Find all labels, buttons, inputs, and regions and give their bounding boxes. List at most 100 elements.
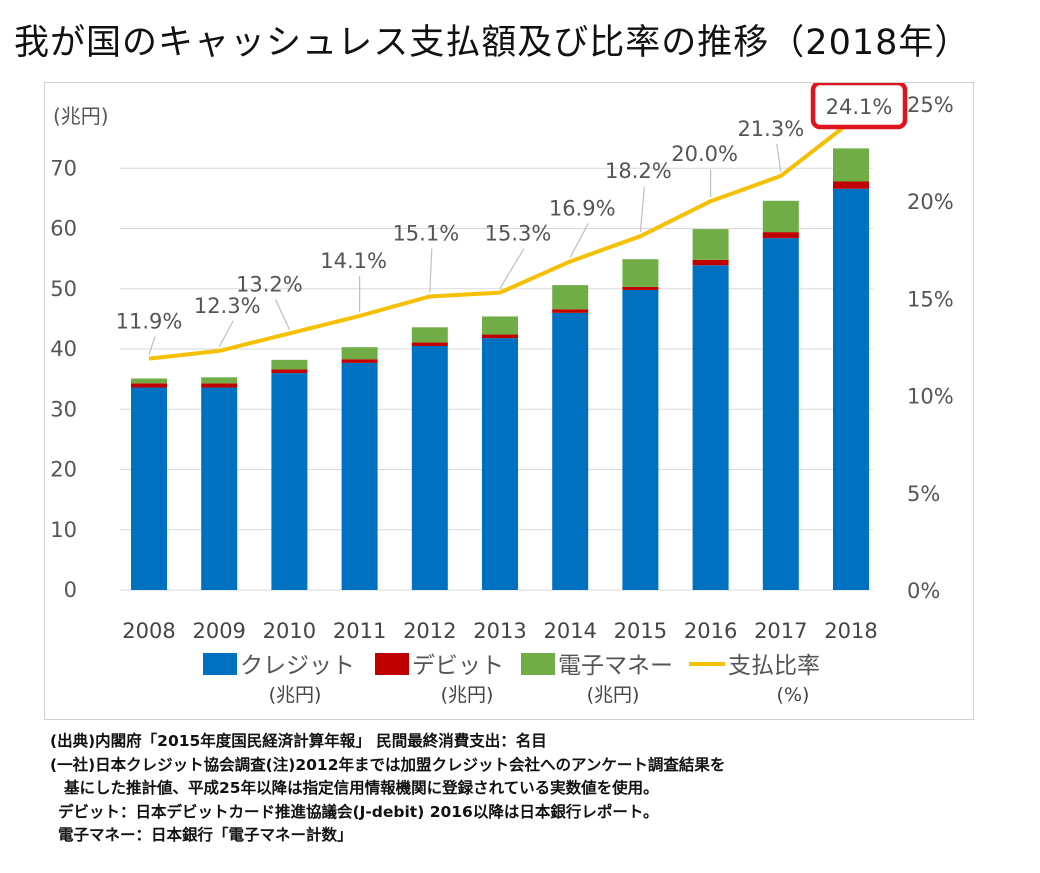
x-tick-label-2014: 2014: [543, 619, 596, 643]
x-tick-label-2017: 2017: [754, 619, 807, 643]
line-label-2012: 15.1%: [392, 221, 459, 245]
bar-emoney-2011: [341, 347, 378, 360]
line-payment-ratio: [148, 119, 853, 361]
note-credit-continued: 基にした推計値、平成25年以降は指定信用情報機関に登録されている実数値を使用。: [64, 779, 659, 797]
line-label-2018: 24.1%: [826, 95, 893, 119]
leader-line-2015: [639, 186, 645, 233]
bar-credit-2017: [762, 238, 799, 590]
line-label-2016: 20.0%: [671, 142, 738, 166]
line-label-2013: 15.3%: [485, 222, 552, 246]
line-label-2014: 16.9%: [549, 196, 616, 220]
bar-debit-2013: [482, 334, 518, 339]
legend-unit-ratio: (%): [777, 684, 810, 706]
bar-emoney-2008: [131, 378, 167, 384]
bar-emoney-2017: [762, 200, 799, 233]
y-tick-label-70: 70: [50, 156, 77, 180]
bar-credit-2010: [271, 373, 308, 590]
leader-line-2013: [499, 248, 525, 289]
x-tick-label-2012: 2012: [403, 619, 456, 643]
y2-tick-label-15: 15%: [907, 287, 954, 311]
bar-debit-2014: [552, 309, 589, 313]
x-tick-label-2009: 2009: [192, 619, 245, 643]
bar-debit-2018: [833, 181, 869, 189]
bar-debit-2010: [271, 369, 308, 374]
legend-label-debit: デビット: [412, 653, 504, 679]
leader-line-2009: [218, 320, 234, 348]
bar-emoney-2012: [411, 327, 448, 343]
legend-unit-emoney: (兆円): [587, 684, 640, 706]
bar-debit-2016: [692, 259, 729, 266]
bar-debit-2015: [622, 286, 659, 290]
legend-unit-debit: (兆円): [441, 684, 494, 706]
leader-line-2012: [429, 248, 433, 293]
y-tick-label-40: 40: [50, 337, 77, 361]
note-emoney: 電子マネー：日本銀行「電子マネー計数」: [58, 826, 353, 844]
x-tick-label-2008: 2008: [122, 619, 175, 643]
line-label-2010: 13.2%: [236, 272, 303, 296]
bar-emoney-2009: [201, 377, 238, 384]
y2-tick-label-20: 20%: [907, 190, 954, 214]
line-label-2009: 12.3%: [194, 294, 261, 318]
chart-container: 0 10 20 30 40 50 60 70 (兆円) 0% 5% 10% 15% 20% 25% 2008 2…: [44, 82, 974, 720]
x-tick-label-2013: 2013: [473, 619, 526, 643]
leader-line-2014: [569, 223, 589, 258]
note-source: (出典)内閣府「2015年度国民経済計算年報」 民間最終消費支出：名目: [50, 732, 547, 750]
bar-emoney-2018: [833, 148, 869, 182]
bar-credit-2009: [201, 387, 238, 590]
bar-credit-2018: [833, 188, 869, 591]
x-tick-label-2015: 2015: [614, 619, 667, 643]
leader-line-2010: [274, 299, 290, 330]
line-label-2008: 11.9%: [116, 310, 183, 334]
leader-line-2017: [776, 143, 782, 173]
bar-emoney-2010: [271, 359, 308, 370]
y2-tick-label-25: 25%: [907, 93, 954, 117]
y2-tick-label-5: 5%: [907, 482, 940, 506]
line-label-2015: 18.2%: [605, 159, 672, 183]
bar-credit-2011: [341, 362, 378, 590]
legend-unit-credit: (兆円): [269, 684, 322, 706]
bar-debit-2009: [201, 383, 238, 388]
bar-debit-2012: [411, 342, 448, 346]
y2-tick-label-0: 0%: [907, 579, 940, 603]
y-tick-label-50: 50: [50, 277, 77, 301]
source-notes: (出典)内閣府「2015年度国民経済計算年報」 民間最終消費支出：名目 (一社)…: [50, 730, 1010, 848]
legend-swatch-debit: [375, 653, 409, 675]
bar-debit-2017: [762, 232, 799, 239]
bar-credit-2016: [692, 265, 729, 590]
highlight-box-2018: [810, 83, 908, 130]
y-tick-label-20: 20: [50, 458, 77, 482]
x-tick-label-2011: 2011: [333, 619, 386, 643]
bar-credit-2013: [482, 338, 518, 590]
chart-svg: 0 10 20 30 40 50 60 70 (兆円) 0% 5% 10% 15% 20% 25% 2008 2…: [50, 83, 954, 706]
line-label-2017: 21.3%: [737, 117, 804, 141]
x-tick-label-2010: 2010: [263, 619, 316, 643]
bar-emoney-2016: [692, 229, 729, 260]
legend-swatch-credit: [203, 653, 237, 675]
x-tick-label-2016: 2016: [684, 619, 737, 643]
bar-emoney-2013: [482, 316, 518, 335]
bar-credit-2008: [131, 387, 167, 590]
bar-credit-2012: [411, 345, 448, 590]
y-axis-unit-label: (兆円): [53, 104, 109, 128]
y2-tick-label-10: 10%: [907, 385, 954, 409]
bar-debit-2011: [341, 359, 378, 363]
bar-credit-2015: [622, 289, 659, 590]
bar-debit-2008: [131, 383, 167, 388]
y-tick-label-30: 30: [50, 397, 77, 421]
y-tick-label-10: 10: [50, 518, 77, 542]
note-credit: (一社)日本クレジット協会調査(注)2012年までは加盟クレジット会社へのアンケ…: [50, 755, 726, 774]
y-tick-label-60: 60: [50, 217, 77, 241]
leader-line-2008: [148, 336, 156, 355]
x-tick-label-2018: 2018: [824, 619, 877, 643]
y-tick-label-0: 0: [64, 578, 77, 602]
bar-credit-2014: [552, 312, 589, 590]
line-label-2011: 14.1%: [320, 249, 387, 273]
legend-swatch-emoney: [521, 653, 555, 675]
legend-label-emoney: 電子マネー: [558, 653, 673, 679]
bar-emoney-2014: [552, 285, 589, 310]
page-title: 我が国のキャッシュレス支払額及び比率の推移（2018年）: [14, 23, 971, 63]
legend-label-ratio: 支払比率: [728, 653, 820, 679]
legend-label-credit: クレジット: [240, 653, 355, 679]
bar-emoney-2015: [622, 259, 659, 287]
note-debit: デビット：日本デビットカード推進協議会(J-debit) 2016以降は日本銀行…: [58, 802, 659, 821]
